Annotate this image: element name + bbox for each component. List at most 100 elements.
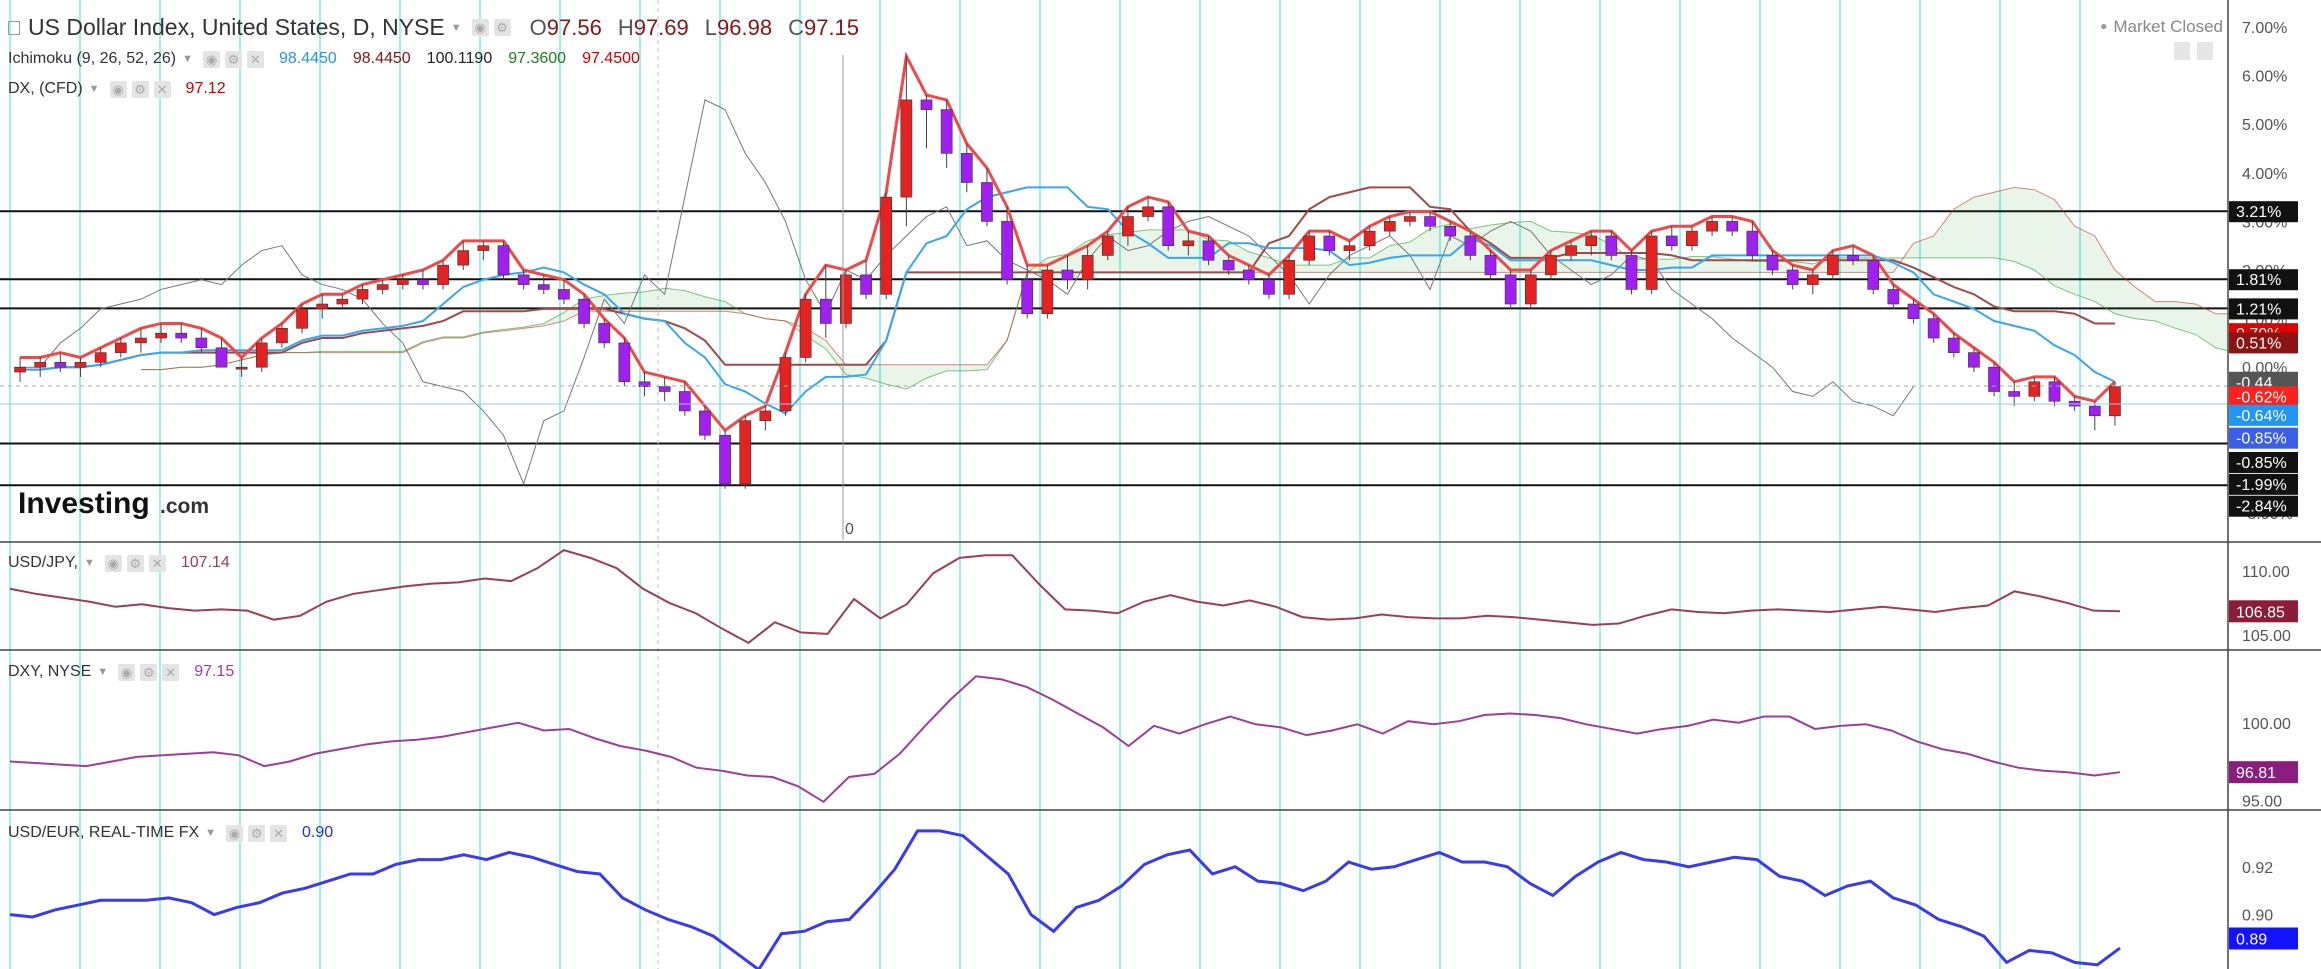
eye-icon[interactable]: ◉	[118, 663, 136, 681]
dxy-label: DXY, NYSE	[8, 663, 92, 680]
candle-body	[155, 332, 167, 339]
close-icon[interactable]: ✕	[270, 824, 288, 842]
axis-tag-text: -0.64%	[2236, 408, 2287, 425]
usdeur-legend: USD/EUR, REAL-TIME FX ▼ ◉ ⚙ ✕ 0.90	[8, 824, 349, 842]
eye-icon[interactable]: ◉	[104, 554, 122, 572]
candle-body	[860, 274, 872, 295]
axis-tag-9: -0.85%	[2229, 451, 2298, 473]
axis-tag-bg	[2229, 298, 2298, 320]
candle-19	[396, 274, 409, 290]
dx-label: DX, (CFD)	[8, 80, 83, 97]
axis-tag-bg	[2229, 495, 2298, 517]
chevron-down-icon[interactable]: ▼	[450, 21, 462, 34]
axis-tag-bg	[2229, 451, 2298, 473]
candle-44	[900, 56, 913, 227]
candle-body	[1786, 269, 1799, 285]
chevron-down-icon[interactable]: ▼	[205, 827, 217, 839]
candle-83	[1686, 226, 1698, 251]
candle-90	[1827, 250, 1839, 280]
close-icon[interactable]: ✕	[246, 50, 264, 68]
gear-icon[interactable]: ⚙	[131, 80, 149, 98]
axis-tag-text: -2.84%	[2236, 499, 2287, 516]
candle-body	[1847, 255, 1859, 261]
last-value-tag-1: 96.81	[2229, 761, 2298, 784]
axis-tag-0: 3.21%	[2229, 201, 2298, 223]
gear-icon[interactable]: ⚙	[493, 19, 511, 36]
sub-panel-2: 0.92 0.90 0.89	[9, 829, 2298, 969]
close-icon[interactable]: ✕	[162, 663, 180, 681]
investing-logo: Investing .com	[18, 487, 209, 520]
ichimoku-value-0: 98.4450	[278, 50, 337, 67]
chevron-down-icon[interactable]: ▼	[182, 53, 193, 65]
collapse-icon[interactable]	[8, 20, 20, 35]
chevron-down-icon[interactable]: ▼	[97, 666, 109, 678]
candle-71	[1444, 221, 1457, 241]
candle-75	[1524, 270, 1537, 309]
axis-tick: 4.00%	[2242, 166, 2287, 183]
chevron-down-icon[interactable]: ▼	[83, 557, 95, 569]
ichimoku-tenkan	[20, 186, 2116, 415]
candle-96	[1947, 333, 1960, 358]
axis-tag-text: 0.51%	[2236, 335, 2281, 352]
candle-body	[920, 99, 933, 110]
candle-68	[1383, 216, 1396, 236]
candle-body	[1142, 206, 1154, 217]
candle-body	[799, 298, 812, 358]
candle-body	[1605, 235, 1618, 256]
candle-27	[558, 279, 570, 305]
candle-body	[1706, 221, 1718, 232]
sub-panels: 110.00105.00106.85100.0095.0096.810.920.…	[9, 549, 2298, 969]
eye-icon[interactable]: ◉	[226, 824, 244, 842]
candle-0	[14, 357, 26, 382]
candle-body	[638, 381, 651, 387]
candle-body	[1343, 245, 1356, 251]
candle-body	[1061, 269, 1074, 281]
candle-body	[1645, 235, 1658, 290]
cursor-x-label: 0	[845, 521, 854, 538]
candle-body	[1283, 259, 1295, 295]
candle-23	[477, 240, 490, 261]
price-axis: 7.00%6.00%5.00%4.00%3.00%2.00%1.00%0.00%…	[2174, 20, 2298, 523]
candle-70	[1424, 211, 1436, 232]
axis-tick: 7.00%	[2242, 20, 2287, 37]
usdjpy-label: USD/JPY,	[8, 554, 78, 571]
candle-64	[1303, 231, 1316, 266]
candle-body	[1827, 255, 1839, 276]
candle-body	[417, 279, 429, 285]
dx-legend: DX, (CFD) ▼ ◉ ⚙ ✕ 97.12	[8, 80, 242, 98]
eye-icon[interactable]: ◉	[109, 80, 127, 98]
candle-body	[779, 357, 792, 412]
candle-body	[497, 245, 510, 276]
gear-icon[interactable]: ⚙	[126, 554, 144, 572]
candle-49	[1001, 206, 1013, 285]
candle-13	[276, 323, 288, 348]
candle-98	[1988, 362, 2000, 397]
candle-body	[114, 342, 127, 353]
eye-icon[interactable]: ◉	[471, 19, 489, 36]
candle-body	[175, 332, 188, 339]
candle-body	[2028, 381, 2041, 397]
candle-61	[1242, 265, 1255, 285]
candle-33	[678, 381, 691, 416]
gear-icon[interactable]: ⚙	[224, 50, 242, 68]
candle-body	[699, 410, 711, 436]
candle-body	[215, 347, 228, 368]
axis-tag-text: -0.62%	[2236, 389, 2287, 406]
candle-16	[336, 294, 349, 309]
candle-body	[537, 284, 550, 290]
close-icon[interactable]: ✕	[148, 554, 166, 572]
eye-icon[interactable]: ◉	[202, 50, 220, 68]
gear-icon[interactable]: ⚙	[140, 663, 158, 681]
last-value-tag-bg	[2229, 761, 2298, 784]
candle-82	[1665, 226, 1678, 251]
close-icon[interactable]: ✕	[153, 80, 171, 98]
axis-tag-text: 1.81%	[2236, 272, 2281, 289]
candle-body	[376, 284, 389, 290]
candle-78	[1585, 231, 1598, 256]
gear-icon[interactable]: ⚙	[248, 824, 266, 842]
candle-54	[1101, 231, 1114, 261]
candle-body	[195, 337, 208, 349]
candle-86	[1746, 221, 1759, 261]
chevron-down-icon[interactable]: ▼	[88, 83, 100, 95]
candle-body	[900, 99, 913, 198]
